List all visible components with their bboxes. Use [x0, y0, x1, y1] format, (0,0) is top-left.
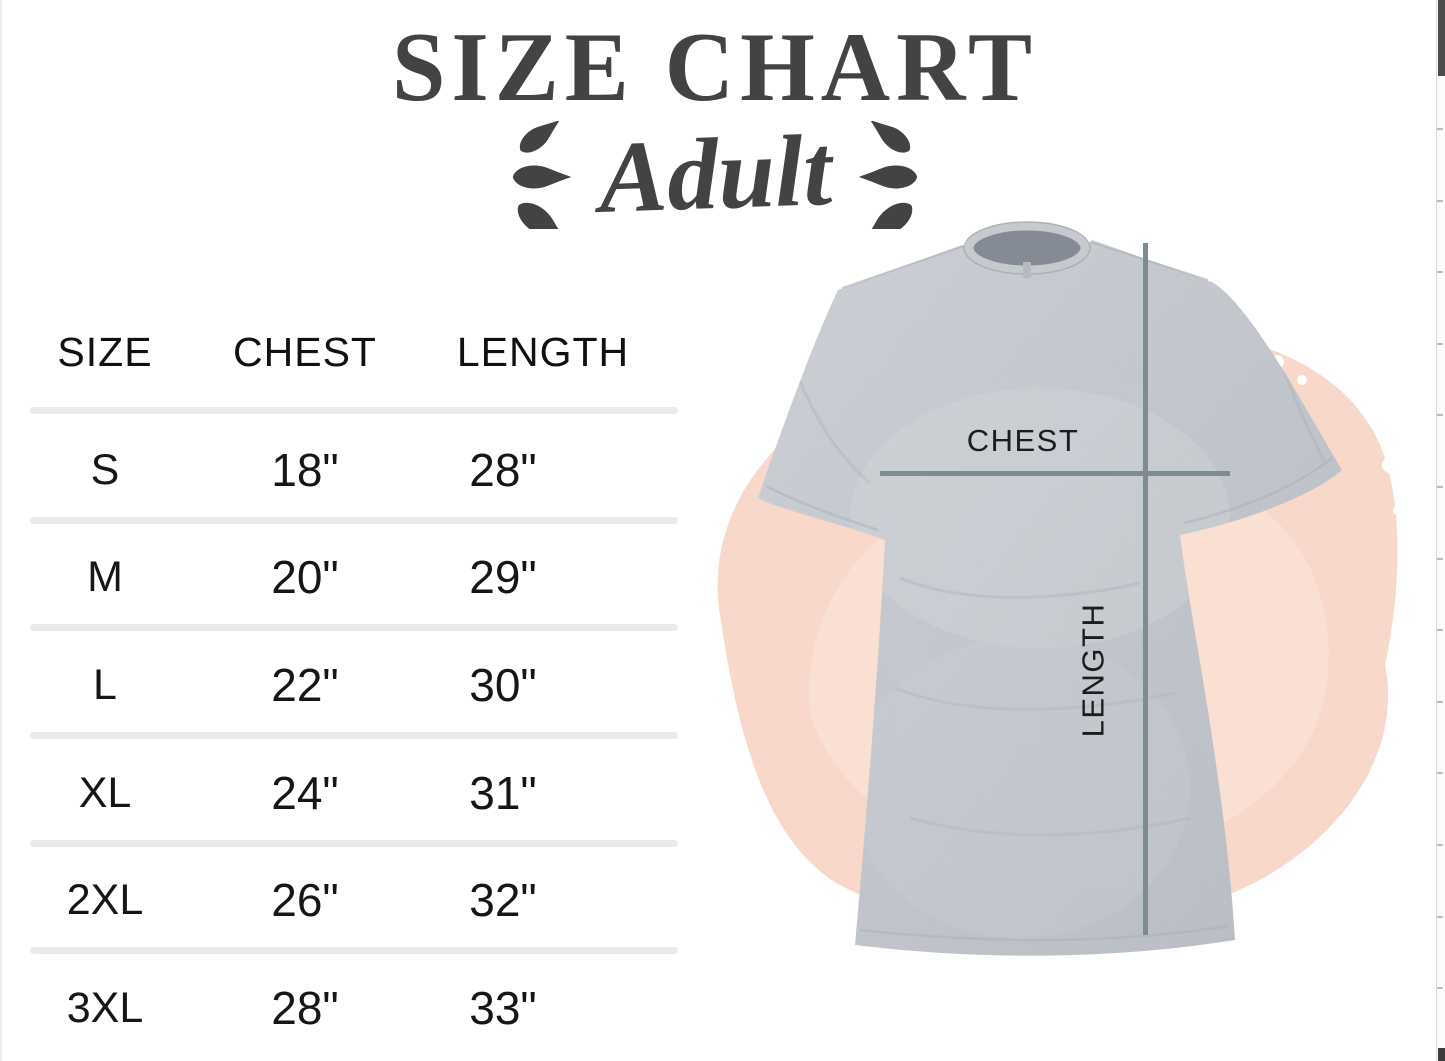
chest-cell: 26": [271, 874, 339, 926]
length-cell: 31": [469, 767, 537, 819]
table-row: XL 24" 31": [30, 763, 680, 823]
scrollbar-tick: [1437, 844, 1443, 846]
table-divider: [30, 517, 678, 524]
chest-cell: 20": [271, 551, 339, 603]
drop-ornament-right-icon: [858, 120, 918, 229]
column-header-chest: CHEST: [233, 328, 377, 375]
table-divider: [30, 624, 678, 631]
scrollbar-tick: [1437, 486, 1443, 488]
length-cell: 30": [469, 659, 537, 711]
tshirt-collar: [969, 228, 1085, 272]
scrollbar-tick: [1437, 772, 1443, 774]
scrollbar-tick: [1437, 343, 1443, 345]
scrollbar-tick: [1437, 128, 1443, 130]
tshirt-image: [758, 221, 1342, 956]
scrollbar-bottom-mark: [1438, 1048, 1445, 1061]
chest-measure-line: [880, 471, 1230, 476]
scrollbar-track[interactable]: [1436, 0, 1445, 1061]
column-header-length: LENGTH: [456, 328, 630, 375]
size-cell: M: [87, 552, 123, 601]
drop-ornament-left-icon: [512, 120, 572, 229]
table-row: 3XL 28" 33": [30, 978, 680, 1038]
length-cell: 28": [469, 444, 537, 496]
page-title: SIZE CHART: [391, 11, 1039, 122]
table-divider: [30, 407, 678, 414]
size-cell: L: [93, 660, 117, 709]
length-cell: 29": [469, 551, 537, 603]
chest-cell: 24": [271, 767, 339, 819]
scrollbar-tick: [1437, 558, 1443, 560]
table-divider: [30, 947, 678, 954]
table-row: S 18" 28": [30, 440, 680, 500]
chest-cell: 22": [271, 659, 339, 711]
table-row: M 20" 29": [30, 547, 680, 607]
scrollbar-thumb[interactable]: [1438, 0, 1445, 76]
table-row: L 22" 30": [30, 655, 680, 715]
tshirt-neck-tag: [1023, 262, 1031, 278]
size-cell: XL: [78, 768, 132, 817]
scrollbar-tick: [1437, 271, 1443, 273]
length-measure-line: [1143, 243, 1148, 935]
chest-cell: 18": [271, 444, 339, 496]
chest-cell: 28": [271, 982, 339, 1034]
chest-measure-label: CHEST: [966, 423, 1080, 458]
size-cell: 3XL: [66, 983, 144, 1032]
length-measure-label-box: LENGTH: [1070, 586, 1116, 754]
length-cell: 32": [469, 874, 537, 926]
table-divider: [30, 732, 678, 739]
length-measure-label: LENGTH: [1075, 602, 1110, 738]
scrollbar-tick: [1437, 987, 1443, 989]
scrollbar-tick: [1437, 414, 1443, 416]
size-cell: 2XL: [66, 875, 144, 924]
scrollbar-tick: [1437, 629, 1443, 631]
scrollbar-tick: [1437, 916, 1443, 918]
scrollbar-tick: [1437, 701, 1443, 703]
length-cell: 33": [469, 982, 537, 1034]
scrollbar-tick: [1437, 200, 1443, 202]
page-left-border: [0, 0, 2, 1061]
size-cell: S: [90, 445, 120, 494]
table-header-row: SIZE CHEST LENGTH: [30, 322, 680, 382]
table-divider: [30, 840, 678, 847]
column-header-size: SIZE: [57, 328, 153, 375]
page-subtitle-row: Adult: [0, 114, 1430, 235]
table-row: 2XL 26" 32": [30, 870, 680, 930]
